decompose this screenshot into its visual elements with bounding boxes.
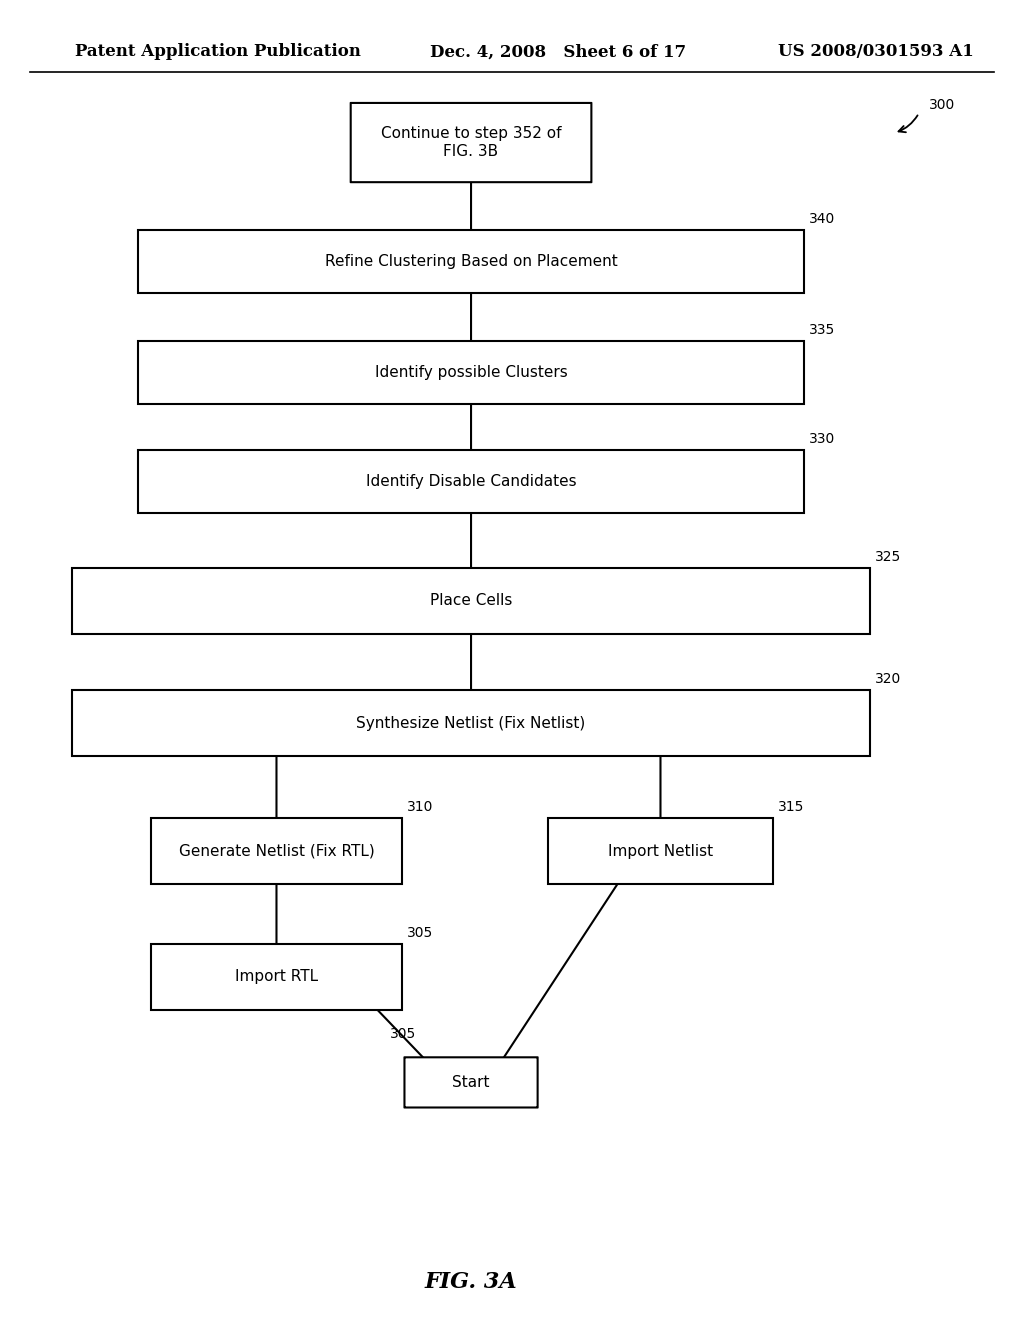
Text: Generate Netlist (Fix RTL): Generate Netlist (Fix RTL) bbox=[178, 843, 375, 859]
Text: FIG. 3A: FIG. 3A bbox=[425, 1271, 517, 1294]
Text: 335: 335 bbox=[809, 322, 836, 337]
Text: Identify Disable Candidates: Identify Disable Candidates bbox=[366, 474, 577, 490]
Bar bbox=[152, 944, 401, 1010]
Text: Patent Application Publication: Patent Application Publication bbox=[75, 44, 360, 61]
Bar bbox=[138, 341, 804, 404]
Text: Dec. 4, 2008   Sheet 6 of 17: Dec. 4, 2008 Sheet 6 of 17 bbox=[430, 44, 686, 61]
Text: Import RTL: Import RTL bbox=[234, 969, 318, 985]
Text: 320: 320 bbox=[876, 672, 902, 686]
FancyBboxPatch shape bbox=[350, 103, 592, 182]
Text: Refine Clustering Based on Placement: Refine Clustering Based on Placement bbox=[325, 253, 617, 269]
Text: Continue to step 352 of
FIG. 3B: Continue to step 352 of FIG. 3B bbox=[381, 127, 561, 158]
Text: Identify possible Clusters: Identify possible Clusters bbox=[375, 364, 567, 380]
Bar bbox=[152, 818, 401, 884]
Text: 305: 305 bbox=[390, 1027, 416, 1041]
Bar bbox=[72, 690, 870, 756]
Text: 310: 310 bbox=[407, 800, 433, 814]
Bar bbox=[138, 230, 804, 293]
Text: 340: 340 bbox=[809, 211, 836, 226]
Text: Synthesize Netlist (Fix Netlist): Synthesize Netlist (Fix Netlist) bbox=[356, 715, 586, 731]
Text: 325: 325 bbox=[876, 549, 902, 564]
Bar bbox=[138, 450, 804, 513]
FancyBboxPatch shape bbox=[404, 1057, 538, 1107]
Text: 315: 315 bbox=[778, 800, 805, 814]
Text: Import Netlist: Import Netlist bbox=[608, 843, 713, 859]
Text: Start: Start bbox=[453, 1074, 489, 1090]
Text: 300: 300 bbox=[929, 98, 955, 112]
Text: 305: 305 bbox=[407, 925, 433, 940]
Bar bbox=[548, 818, 773, 884]
Bar bbox=[72, 568, 870, 634]
Text: Place Cells: Place Cells bbox=[430, 593, 512, 609]
Text: 330: 330 bbox=[809, 432, 836, 446]
Text: US 2008/0301593 A1: US 2008/0301593 A1 bbox=[778, 44, 974, 61]
